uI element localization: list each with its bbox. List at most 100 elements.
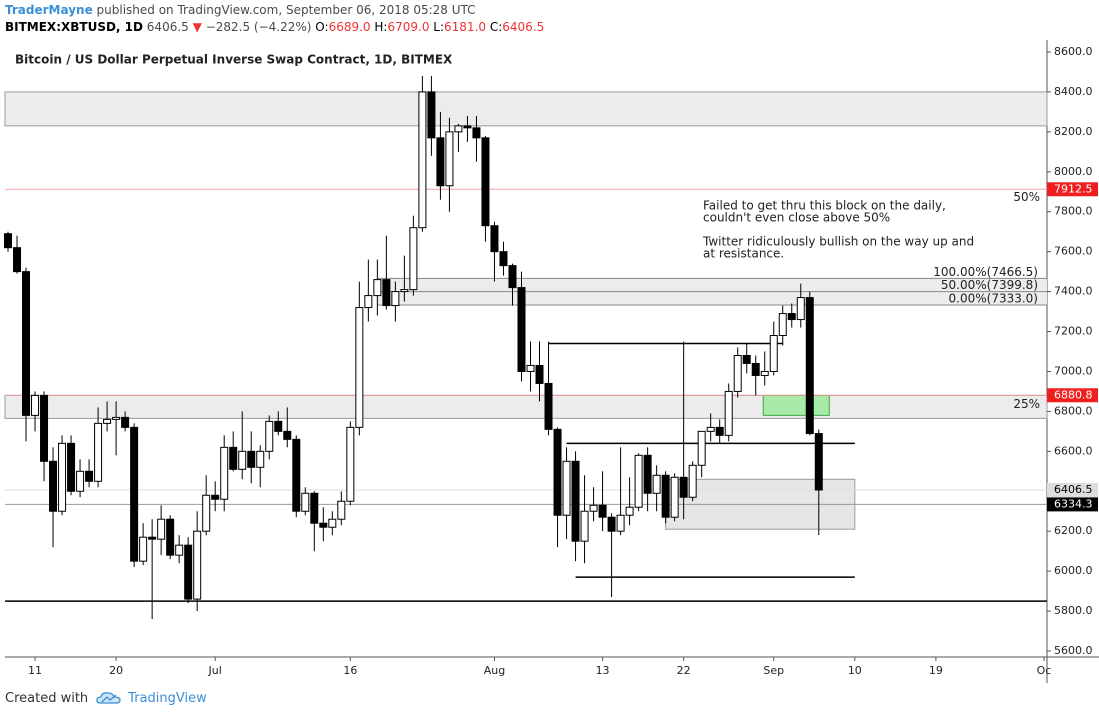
candle-body [616, 514, 625, 532]
candle-body [472, 127, 481, 139]
ohlc-value: 6709.0 [387, 20, 430, 34]
price-tag [1047, 388, 1098, 403]
price-tag-label: 6880.8 [1054, 388, 1093, 401]
candle-body [40, 394, 49, 462]
zone [4, 91, 1048, 127]
candle-body [661, 474, 670, 518]
candle-body [787, 313, 796, 321]
price-note: 50% [1013, 190, 1040, 204]
brand[interactable]: TradingView [128, 690, 207, 706]
candle-body [130, 426, 139, 562]
candle-body [94, 422, 103, 482]
ohlc-value: 6181.0 [444, 20, 487, 34]
price-tag [1047, 482, 1098, 497]
candle-body [175, 544, 184, 556]
candle-body [751, 362, 760, 376]
candle-body [553, 428, 562, 516]
candle-body [49, 460, 58, 512]
candle-body [436, 137, 445, 187]
candle-body [346, 426, 355, 502]
candle-body [715, 426, 724, 436]
candle-body [625, 506, 634, 516]
footer: Created with TradingView [5, 690, 207, 706]
y-tick-label: 7000.0 [1054, 364, 1093, 377]
candle-body [706, 426, 715, 432]
logo[interactable] [96, 690, 122, 706]
y-tick-label: 8000.0 [1054, 165, 1093, 178]
candle-body [292, 438, 301, 512]
candle-body [229, 446, 238, 470]
ohlc-label: L: [433, 20, 445, 34]
candle-body [499, 251, 508, 267]
quote-line: BITMEX:XBTUSD, 1D 6406.5 ▼ −282.5 (−4.22… [5, 19, 544, 36]
y-tick-label: 7200.0 [1054, 325, 1093, 338]
x-tick-label: Sep [763, 664, 784, 677]
symbol: BITMEX:XBTUSD, 1D [5, 20, 143, 34]
candle-body [544, 382, 553, 430]
candle-body [454, 125, 463, 133]
candle-body [688, 464, 697, 498]
candle-body [148, 536, 157, 540]
y-tick-label: 6800.0 [1054, 404, 1093, 417]
candle-body [562, 460, 571, 516]
candle-body [58, 442, 67, 512]
candle-body [22, 271, 31, 416]
candle-body [571, 460, 580, 542]
price-tag [1047, 497, 1098, 512]
annotation: at resistance. [703, 247, 784, 261]
last-price: 6406.5 [146, 20, 189, 34]
created-with: Created with [5, 690, 89, 706]
zone [4, 394, 1048, 419]
ohlc: O:6689.0 H:6709.0 L:6181.0 C:6406.5 [315, 20, 544, 34]
candle-body [445, 131, 454, 187]
published: published on TradingView.com, September … [96, 3, 476, 17]
candle-body [247, 450, 256, 468]
x-tick-label: 11 [28, 664, 42, 677]
y-tick-label: 6600.0 [1054, 444, 1093, 457]
y-tick-label: 7400.0 [1054, 285, 1093, 298]
candle-body [400, 289, 409, 293]
candle-body [157, 518, 166, 540]
y-tick-label: 8400.0 [1054, 85, 1093, 98]
y-tick-label: 7600.0 [1054, 245, 1093, 258]
candle-body [724, 390, 733, 436]
y-tick-label: 6000.0 [1054, 564, 1093, 577]
candle-body [301, 492, 310, 512]
candle-body [535, 364, 544, 384]
x-tick-label: 22 [677, 664, 691, 677]
ohlc-value: 6406.5 [502, 20, 545, 34]
candle-body [634, 454, 643, 508]
candle-body [103, 418, 112, 424]
candle-body [670, 476, 679, 518]
x-tick-label: Oc [1037, 664, 1052, 677]
candle-body [517, 287, 526, 372]
candle-body [697, 430, 706, 466]
ohlc-label: H: [374, 20, 388, 34]
candle-body [238, 450, 247, 470]
candle-body [166, 518, 175, 556]
y-tick-label: 5600.0 [1054, 644, 1093, 657]
candle-body [373, 279, 382, 297]
candle-body [319, 522, 328, 528]
candle-body [418, 91, 427, 229]
candle-body [598, 504, 607, 518]
candle-body [679, 476, 688, 498]
candle-body [112, 416, 121, 420]
candle-body [463, 125, 472, 129]
y-tick-label: 6200.0 [1054, 524, 1093, 537]
candle-body [4, 233, 13, 249]
candle-body [490, 225, 499, 253]
candle-body [364, 295, 373, 309]
candle-body [382, 279, 391, 307]
fib-label: 100.00%(7466.5) [933, 265, 1038, 279]
author[interactable]: TraderMayne [5, 3, 93, 17]
price-tag-label: 6334.3 [1054, 497, 1093, 510]
candle-body [607, 516, 616, 532]
x-tick-label: Jul [208, 664, 222, 677]
candle-body [760, 370, 769, 376]
candle-body [769, 335, 778, 372]
candle-body [643, 454, 652, 494]
candle-body [184, 544, 193, 600]
publish-line: TraderMayne published on TradingView.com… [5, 2, 544, 19]
candle-body [31, 394, 40, 416]
